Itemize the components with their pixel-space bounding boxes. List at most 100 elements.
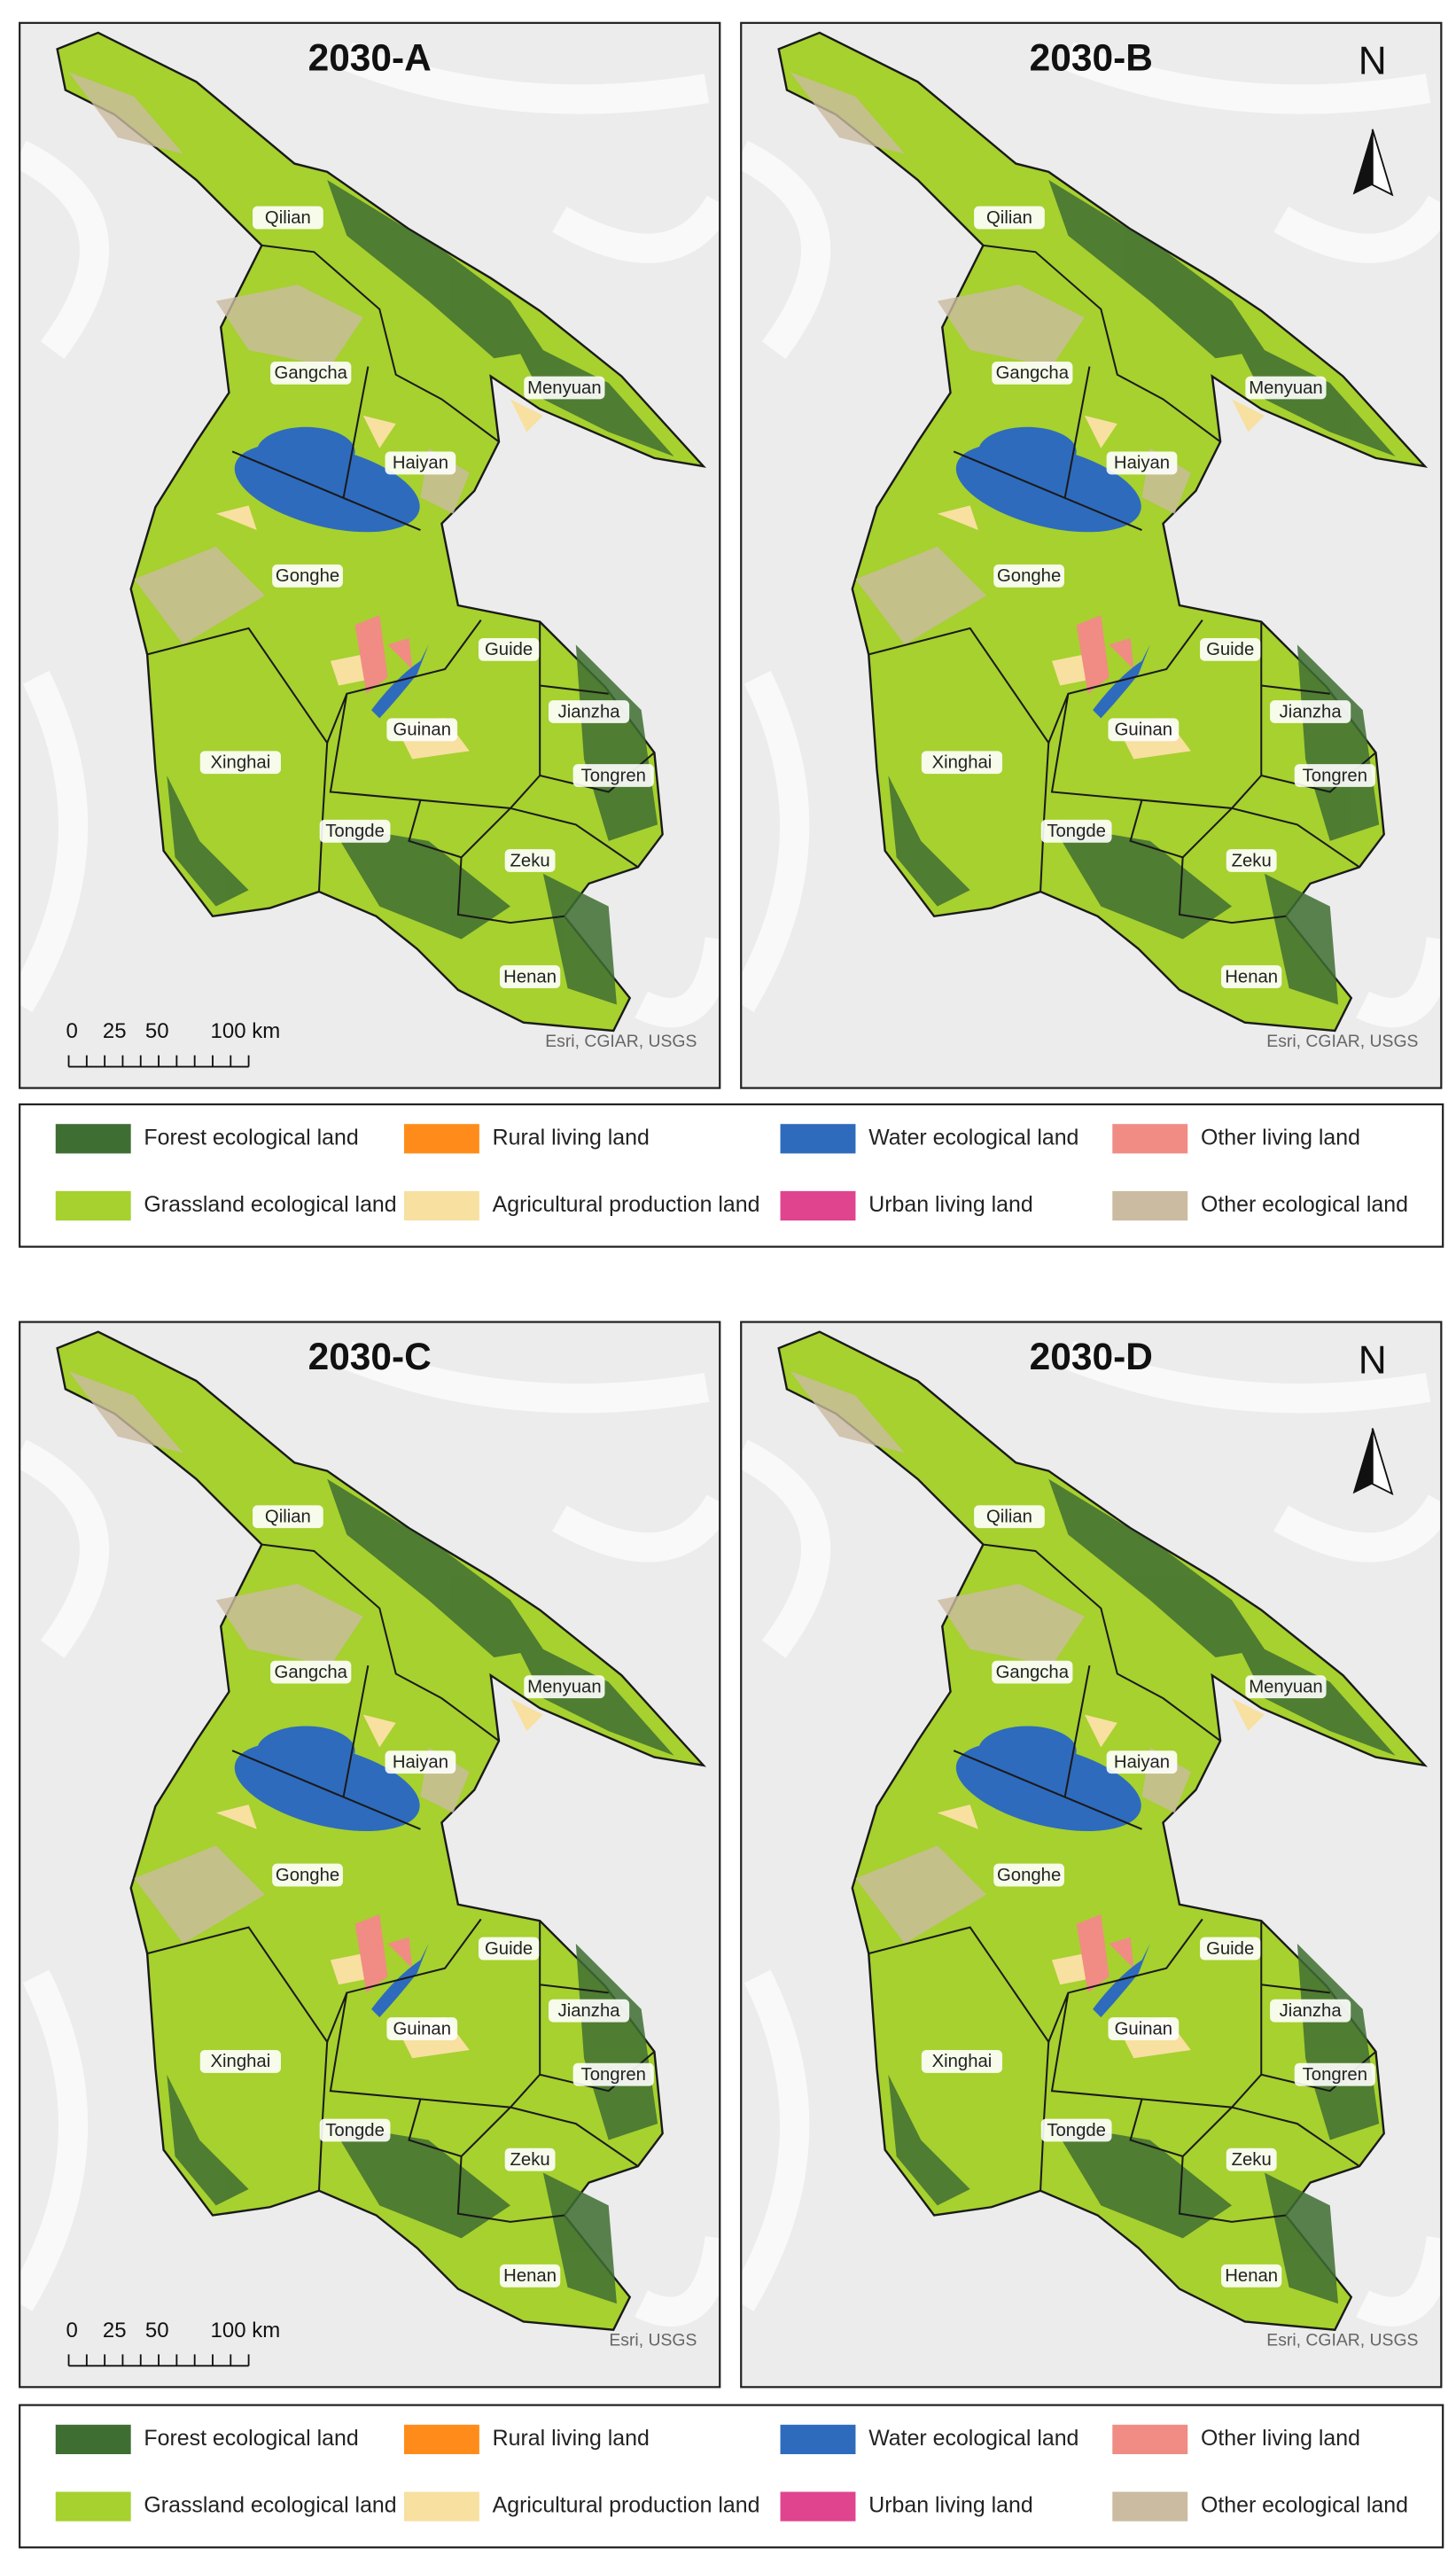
attribution: Esri, CGIAR, USGS (1266, 1032, 1418, 1051)
legend-label: Forest ecological land (144, 2426, 358, 2451)
legend-label: Water ecological land (868, 1125, 1078, 1150)
attribution: Esri, USGS (609, 2331, 697, 2350)
county-label-bg (1245, 376, 1327, 400)
county-label-bg (499, 965, 561, 988)
county-label: Guide (485, 1939, 533, 1959)
county-label-bg (1270, 700, 1351, 723)
county-label: Henan (503, 967, 557, 986)
county-label-bg (992, 361, 1073, 385)
county-label: Henan (1225, 967, 1278, 986)
county-label: Xinghai (211, 753, 271, 773)
county-label: Zeku (510, 2150, 550, 2170)
map-panel: 2030-D Qilian Menyuan Gangcha Haiyan Gonghe Gu… (741, 1322, 1441, 2388)
north-arrow-label: N (1359, 1338, 1387, 1382)
legend-label: Agricultural production land (493, 1192, 760, 1217)
legend-label: Forest ecological land (144, 1125, 358, 1150)
county-label-bg (1108, 2017, 1180, 2040)
county-label-bg (478, 637, 540, 661)
legend-label: Rural living land (493, 1125, 650, 1150)
county-label: Henan (1225, 2266, 1278, 2286)
county-label: Gonghe (276, 1866, 339, 1885)
county-label: Zeku (1232, 851, 1272, 870)
county-label-bg (319, 2118, 391, 2142)
scale-label: 50 (145, 1019, 169, 1043)
scale-label: 25 (103, 2319, 127, 2342)
county-label: Guide (485, 640, 533, 659)
county-label: Guinan (393, 721, 451, 740)
map-panel: 2030-B Qilian Menyuan Gangcha Haiyan Gonghe Gu… (741, 23, 1441, 1088)
county-label-bg (386, 718, 458, 742)
county-label: Jianzha (558, 2001, 621, 2021)
county-label-bg (319, 819, 391, 843)
figure-content: 2030-A Qilian Menyuan Gangcha Haiyan Gonghe Gu… (19, 23, 1444, 2549)
legend-swatch (780, 2424, 856, 2454)
legend-swatch (1112, 2424, 1188, 2454)
north-arrow-half (1371, 1428, 1394, 1496)
legend-label: Rural living land (493, 2426, 650, 2451)
county-label: Gangcha (275, 1663, 348, 1682)
panel-title: 2030-A (308, 37, 432, 79)
north-arrow-label: N (1359, 40, 1387, 83)
county-label: Gonghe (997, 1866, 1061, 1885)
legend-swatch (1112, 1124, 1188, 1154)
county-label-bg (572, 2062, 654, 2086)
county-label: Menyuan (527, 1678, 602, 1697)
panel-title: 2030-B (1030, 37, 1153, 79)
scale-label: 50 (145, 2319, 169, 2342)
county-label: Haiyan (393, 454, 448, 473)
legend-swatch (403, 2424, 479, 2454)
county-label: Xinghai (211, 2052, 271, 2071)
county-label-bg (386, 2017, 458, 2040)
county-label-bg (253, 206, 323, 230)
county-label-bg (504, 849, 556, 872)
scale-label: 100 km (211, 1019, 281, 1043)
scale-label: 0 (66, 2319, 78, 2342)
legend-swatch (55, 2491, 131, 2522)
county-label: Zeku (510, 851, 550, 870)
map-panel: 2030-C Qilian Menyuan Gangcha Haiyan Gonghe Gu… (19, 1322, 720, 2388)
county-label-bg (253, 1505, 323, 1529)
county-label-bg (548, 700, 630, 723)
legend-label: Urban living land (868, 1192, 1033, 1217)
legend-swatch (780, 1190, 856, 1221)
map-panel: 2030-A Qilian Menyuan Gangcha Haiyan Gonghe Gu… (19, 23, 720, 1088)
county-label-bg (1040, 2118, 1112, 2142)
county-label-bg (270, 361, 352, 385)
county-label: Haiyan (1114, 1752, 1170, 1772)
county-label: Tongren (581, 2065, 646, 2085)
county-label-bg (921, 751, 1003, 775)
county-label-bg (1221, 965, 1282, 988)
county-label: Guinan (393, 2019, 451, 2038)
legend-swatch (55, 1190, 131, 1221)
county-label: Jianzha (558, 702, 621, 721)
county-label: Qilian (265, 208, 311, 228)
county-label: Jianzha (1280, 2001, 1343, 2021)
county-label: Tongren (581, 766, 646, 785)
county-label: Gangcha (996, 1663, 1070, 1682)
legend-swatch (1112, 2491, 1188, 2522)
county-label-bg (993, 564, 1065, 588)
county-label-bg (270, 1660, 352, 1684)
county-label: Menyuan (1249, 378, 1323, 398)
county-label-bg (993, 1863, 1065, 1887)
scale-label: 0 (66, 1019, 78, 1043)
county-label: Gangcha (996, 363, 1070, 383)
county-label-bg (1200, 637, 1261, 661)
county-label-bg (199, 2050, 281, 2073)
county-label: Zeku (1232, 2150, 1272, 2170)
legend-label: Agricultural production land (493, 2493, 760, 2518)
county-label: Haiyan (1114, 454, 1170, 473)
county-label: Guinan (1115, 2019, 1172, 2038)
county-label: Tongde (325, 2121, 385, 2140)
legend-swatch (55, 1124, 131, 1154)
county-label: Xinghai (932, 2052, 993, 2071)
county-label-bg (1294, 764, 1375, 787)
legend-frame (19, 1103, 1444, 1248)
panel-title: 2030-C (308, 1336, 432, 1377)
county-label-bg (524, 376, 605, 400)
county-label: Menyuan (527, 378, 602, 398)
legend-label: Urban living land (868, 2493, 1033, 2518)
north-arrow-half (1371, 129, 1394, 197)
